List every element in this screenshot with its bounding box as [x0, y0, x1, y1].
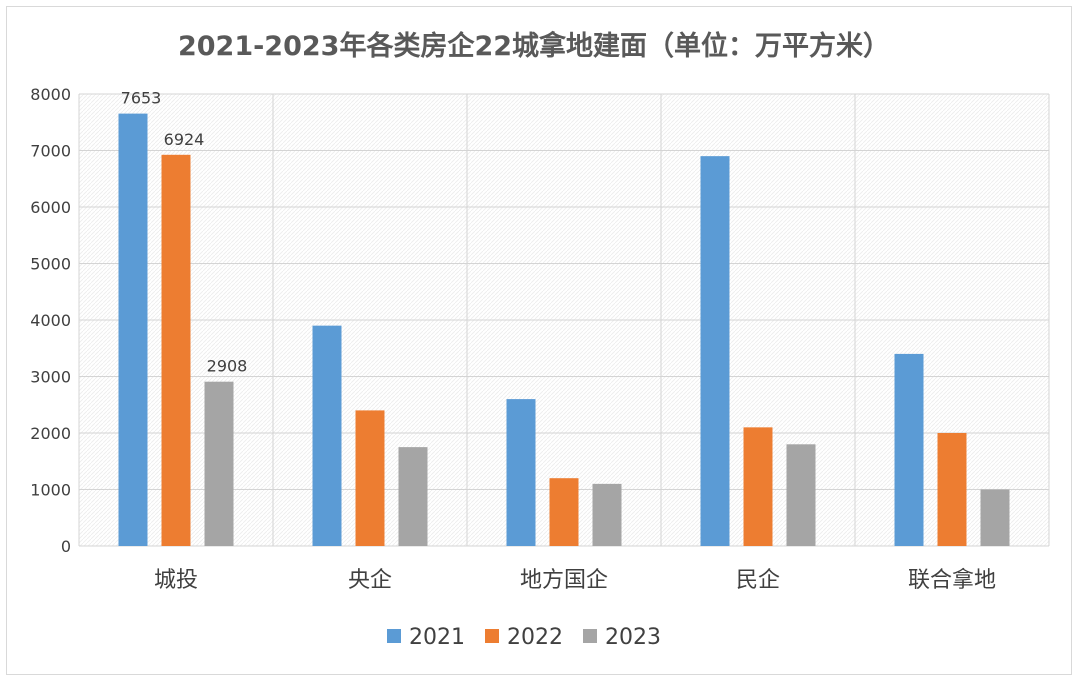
y-tick-label: 3000	[30, 368, 71, 387]
legend: 2021 2022 2023	[387, 625, 661, 650]
bar-2022-1	[355, 410, 385, 546]
bar-2023-1	[398, 447, 428, 546]
bar-2023-2	[592, 483, 622, 546]
bar-2022-4	[937, 433, 967, 546]
y-tick-label: 6000	[30, 198, 71, 217]
x-tick-label: 联合拿地	[908, 567, 996, 593]
bar-2021-1	[312, 325, 342, 546]
y-axis-ticks: 0 1000 2000 3000 4000 5000 6000 7000 8000	[30, 85, 71, 556]
legend-label-2021: 2021	[409, 625, 465, 650]
chart-frame: 2021-2023年各类房企22城拿地建面（单位：万平方米） 0 1000 2000…	[6, 6, 1072, 675]
y-tick-label: 8000	[30, 85, 71, 104]
y-tick-label: 2000	[30, 424, 71, 443]
bar-chart: 2021-2023年各类房企22城拿地建面（单位：万平方米） 0 1000 2000…	[30, 30, 1050, 650]
legend-label-2023: 2023	[605, 625, 661, 650]
bar-2021-4	[894, 353, 924, 546]
y-tick-label: 4000	[30, 311, 71, 330]
x-axis-ticks: 城投 央企 地方国企 民企 联合拿地	[154, 567, 996, 593]
legend-swatch-2023	[583, 629, 597, 643]
bar-2022-2	[549, 478, 579, 546]
data-label: 7653	[121, 89, 162, 108]
y-tick-label: 0	[61, 537, 71, 556]
y-tick-label: 7000	[30, 142, 71, 161]
legend-label-2022: 2022	[507, 625, 563, 650]
bar-2021-0	[118, 113, 148, 546]
x-tick-label: 地方国企	[520, 568, 608, 593]
bar-2023-3	[786, 444, 816, 546]
data-label: 2908	[207, 357, 248, 376]
bar-2023-0	[204, 381, 234, 546]
bar-2023-4	[980, 489, 1010, 546]
data-label: 6924	[164, 130, 205, 149]
x-tick-label: 城投	[154, 568, 198, 593]
x-tick-label: 民企	[736, 568, 780, 593]
legend-swatch-2022	[485, 629, 499, 643]
legend-swatch-2021	[387, 629, 401, 643]
x-tick-label: 央企	[348, 568, 392, 593]
y-tick-label: 5000	[30, 255, 71, 274]
bar-2021-3	[700, 156, 730, 546]
bar-2022-3	[743, 427, 773, 546]
bar-2021-2	[506, 399, 536, 546]
y-tick-label: 1000	[30, 481, 71, 500]
data-labels: 7653 6924 2908	[121, 89, 248, 376]
chart-title: 2021-2023年各类房企22城拿地建面（单位：万平方米）	[178, 30, 890, 62]
bar-2022-0	[161, 154, 191, 546]
bars	[118, 113, 1010, 546]
